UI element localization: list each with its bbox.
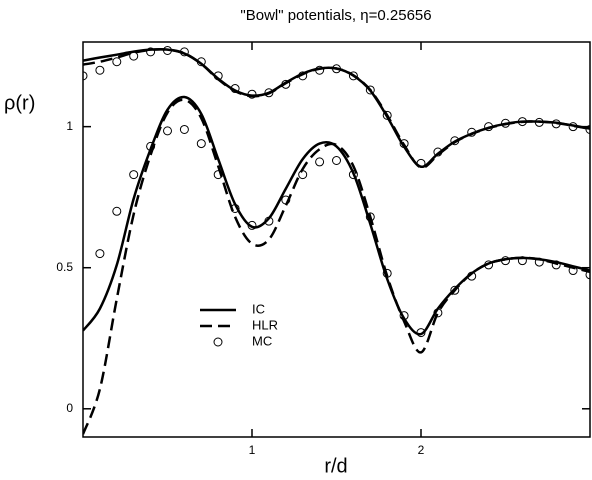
data-point <box>534 257 544 267</box>
legend-marker <box>213 337 223 347</box>
data-point <box>112 57 122 67</box>
data-point <box>95 249 105 259</box>
data-point <box>163 126 172 136</box>
data-point <box>247 89 257 99</box>
data-point <box>281 195 291 205</box>
data-point <box>501 256 510 266</box>
data-point <box>179 124 189 134</box>
data-point <box>450 285 460 295</box>
data-point <box>264 88 274 98</box>
data-point <box>348 71 358 81</box>
data-point <box>298 71 308 81</box>
data-point <box>163 45 172 55</box>
data-point <box>179 47 189 57</box>
y-axis-label: ρ(r) <box>4 92 35 114</box>
data-point <box>146 47 156 57</box>
data-point <box>467 271 477 281</box>
data-point <box>95 65 105 75</box>
data-point <box>129 51 139 61</box>
data-point <box>585 124 590 134</box>
data-point <box>196 57 206 67</box>
data-point <box>568 122 578 132</box>
data-point <box>450 136 460 146</box>
data-point <box>416 328 426 338</box>
data-point <box>230 203 240 213</box>
data-point <box>501 118 510 128</box>
data-point <box>585 270 590 280</box>
legend-label: IC <box>252 301 265 316</box>
x-axis-label: r/d <box>324 455 347 477</box>
data-point <box>298 170 308 180</box>
data-point <box>467 127 477 137</box>
data-line <box>83 95 590 336</box>
data-point <box>112 206 122 216</box>
data-point <box>399 311 409 321</box>
data-point <box>517 256 527 266</box>
data-point <box>433 308 443 318</box>
data-point <box>348 170 358 180</box>
data-point <box>416 158 426 168</box>
y-tick-label: 0 <box>66 401 73 415</box>
data-point <box>382 110 392 120</box>
x-tick-label: 2 <box>418 443 425 457</box>
data-point <box>247 220 257 230</box>
data-line <box>83 98 590 435</box>
y-tick-label: 0.5 <box>56 260 73 274</box>
data-point <box>196 139 206 149</box>
data-line <box>83 47 590 168</box>
data-point <box>517 117 527 127</box>
data-point <box>568 266 578 276</box>
y-tick-label: 1 <box>66 119 73 133</box>
data-point <box>433 147 443 157</box>
data-point <box>146 141 156 151</box>
data-point <box>281 79 291 89</box>
legend-label: HLR <box>252 317 278 332</box>
data-point <box>213 71 223 81</box>
data-point <box>365 85 375 95</box>
chart-title: "Bowl" potentials, η=0.25656 <box>240 7 431 24</box>
data-point <box>83 71 88 81</box>
data-point <box>551 260 561 270</box>
data-point <box>484 260 494 270</box>
data-point <box>315 65 325 75</box>
legend-label: MC <box>252 333 272 348</box>
data-point <box>332 64 341 74</box>
data-line <box>83 48 590 169</box>
data-point <box>230 84 240 94</box>
data-point <box>399 139 409 149</box>
data-point <box>382 268 392 278</box>
data-point <box>264 216 274 226</box>
data-point <box>129 170 139 180</box>
data-point <box>484 122 494 132</box>
plot-frame <box>82 41 591 438</box>
data-point <box>365 212 375 222</box>
data-point <box>551 119 561 129</box>
data-point <box>213 170 223 180</box>
data-point <box>534 117 544 127</box>
data-point <box>315 157 325 167</box>
x-tick-label: 1 <box>249 443 256 457</box>
data-point <box>332 156 341 165</box>
